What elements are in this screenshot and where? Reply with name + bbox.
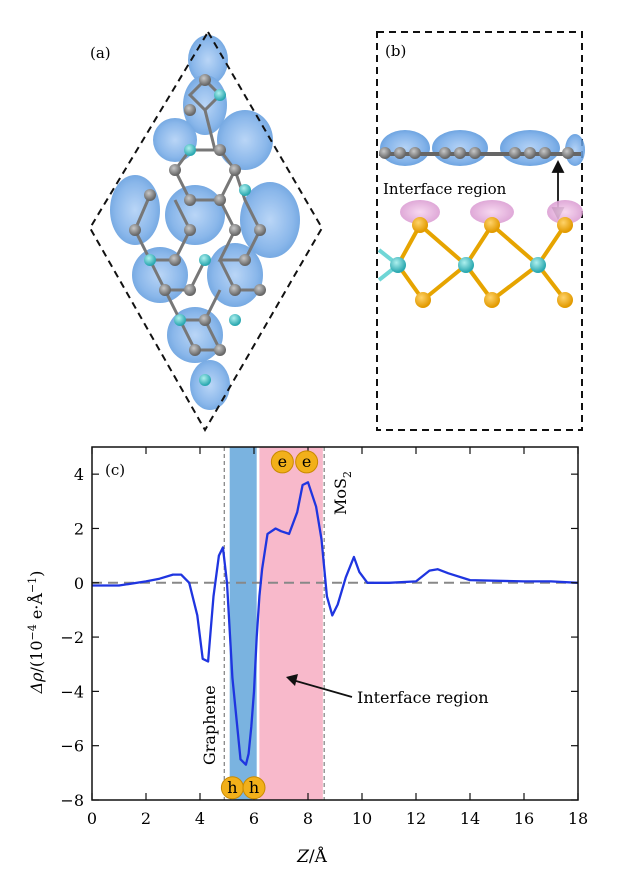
hole-marker: h <box>242 776 266 800</box>
shaded-regions <box>229 447 323 800</box>
x-ticks: 0 2 4 6 8 10 12 14 16 18 <box>87 447 588 828</box>
panel-b-label: (b) <box>385 42 406 60</box>
reference-lines <box>92 447 578 800</box>
panel-a: (a) <box>88 30 324 433</box>
graphene-label: Graphene <box>200 685 219 765</box>
interface-region-label: Interface region <box>357 688 489 707</box>
hole-region <box>229 447 257 800</box>
marker-letter: h <box>249 778 259 797</box>
x-tick-label: 14 <box>460 809 480 828</box>
panel-b-interface-label: Interface region <box>383 180 507 198</box>
marker-circle <box>242 776 266 800</box>
electron-marker: e <box>295 450 319 474</box>
panel-a-structure <box>110 35 300 410</box>
y-tick-label: 0 <box>74 574 84 593</box>
marker-letter: e <box>278 452 287 471</box>
panel-a-cell-outline <box>88 30 324 433</box>
y-tick-label: −4 <box>60 682 84 701</box>
y-axis-label: Δρ/(10−4 e·Å−1) <box>26 571 46 695</box>
marker-circle <box>270 450 294 474</box>
axes <box>91 446 579 801</box>
panel-b: (b) Interface region <box>376 31 585 431</box>
carrier-markers: h h e e <box>220 450 319 800</box>
panel-c-chart: 0 2 4 6 8 10 12 14 16 18 −8 −6 −4 −2 0 2 4 h h e e (c) Gra… <box>26 446 588 867</box>
x-tick-label: 12 <box>406 809 426 828</box>
x-tick-label: 16 <box>514 809 534 828</box>
y-ticks: −8 −6 −4 −2 0 2 4 <box>60 465 578 810</box>
x-tick-label: 0 <box>87 809 97 828</box>
mos2-label: MoS2 <box>331 471 354 515</box>
series-line <box>92 481 579 766</box>
x-tick-label: 2 <box>141 809 151 828</box>
panel-b-frame <box>376 31 583 431</box>
electron-marker: e <box>270 450 294 474</box>
interface-arrow <box>286 674 353 698</box>
x-axis-label: Z/Å <box>296 846 328 867</box>
x-tick-label: 18 <box>568 809 588 828</box>
electron-region <box>259 447 323 800</box>
marker-circle <box>295 450 319 474</box>
x-tick-label: 10 <box>352 809 372 828</box>
panel-b-graphene-layer <box>379 130 585 166</box>
panel-b-depletion-clouds <box>400 200 583 224</box>
y-tick-label: −6 <box>60 737 84 756</box>
panel-a-label: (a) <box>90 44 111 62</box>
x-tick-label: 6 <box>249 809 259 828</box>
hole-marker: h <box>220 776 244 800</box>
marker-letter: h <box>227 778 237 797</box>
panel-a-atoms <box>129 74 266 386</box>
x-tick-label: 4 <box>195 809 205 828</box>
y-tick-label: 2 <box>74 519 84 538</box>
x-tick-label: 8 <box>303 809 313 828</box>
panel-b-mos2-layer <box>377 217 573 308</box>
panel-c-label: (c) <box>105 461 125 479</box>
marker-letter: e <box>302 452 311 471</box>
plot-frame <box>91 446 579 801</box>
y-tick-label: −2 <box>60 628 84 647</box>
y-tick-label: −8 <box>60 791 84 810</box>
y-tick-label: 4 <box>74 465 84 484</box>
